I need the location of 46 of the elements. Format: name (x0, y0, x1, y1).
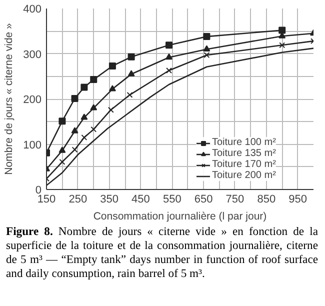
x-axis-title: Consommation journalière (l par jour) (93, 210, 267, 222)
point (58, 146, 66, 153)
point (203, 33, 210, 40)
point (90, 126, 97, 132)
point (279, 42, 286, 48)
x-tick-label: 150 (37, 194, 56, 206)
point (71, 127, 78, 134)
caption: Figure 8. Nombre de jours « citerne vide » en fonction de la superficie de la toiture et de la consommation journalière, citerne de 5 m³ — “Empty tank” days number in function of roof surface and daily consumption, rain barrel of 5 m³. (6, 225, 318, 281)
legend-label: Toiture 100 m² (212, 137, 276, 148)
point (108, 62, 116, 70)
point (203, 45, 210, 52)
point (204, 52, 210, 58)
point (166, 42, 173, 49)
point (128, 53, 135, 60)
point (71, 95, 78, 102)
x-tick-label: 350 (100, 194, 119, 206)
point (58, 118, 66, 125)
y-tick-label: 200 (23, 94, 42, 106)
point (80, 114, 88, 120)
y-tick-label: 400 (23, 4, 42, 16)
point (90, 76, 98, 84)
point (126, 92, 133, 98)
point (108, 106, 114, 113)
point (166, 53, 173, 60)
point (59, 158, 66, 165)
y-axis-title: Nombre de jours « citerne vide » (3, 22, 16, 175)
point (278, 26, 286, 34)
point (128, 70, 135, 76)
point (166, 68, 172, 74)
point (81, 134, 88, 140)
point (108, 85, 116, 92)
x-tick-label: 250 (68, 194, 88, 206)
x-tick-label: 650 (194, 194, 213, 206)
point (90, 104, 98, 110)
legend-label: Toiture 135 m² (212, 148, 276, 159)
x-tick-label: 550 (162, 194, 182, 206)
point (72, 146, 78, 153)
legend-label: Toiture 200 m² (212, 170, 276, 181)
y-tick-label: 100 (23, 139, 42, 152)
point (80, 84, 88, 91)
x-tick-label: 450 (132, 194, 150, 206)
y-tick-label: 300 (23, 48, 42, 61)
x-tick-label: 750 (226, 194, 244, 206)
x-tick-label: 850 (257, 194, 276, 206)
x-tick-label: 950 (288, 194, 307, 206)
legend-label: Toiture 170 m² (212, 159, 276, 170)
